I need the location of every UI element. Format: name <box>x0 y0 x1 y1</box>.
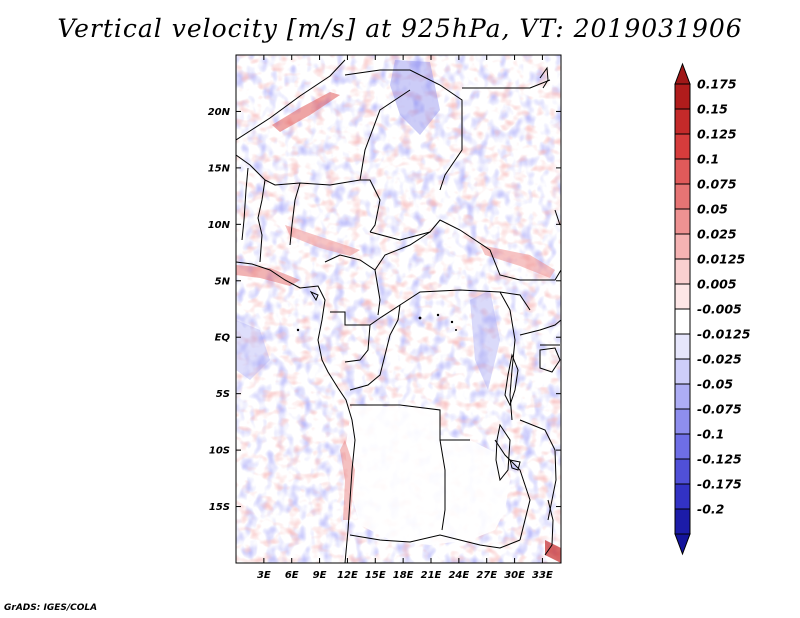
colorbar-swatch <box>674 133 691 160</box>
colorbar-label: -0.025 <box>697 352 742 367</box>
colorbar-label: 0.0125 <box>697 252 746 267</box>
lon-tick-label: 6E <box>285 570 299 581</box>
colorbar-upper-extend <box>674 62 691 85</box>
grads-credit: GrADS: IGES/COLA <box>4 603 98 613</box>
lat-tick-label: 10N <box>208 220 231 231</box>
lat-tick-label: 15S <box>209 502 230 513</box>
lat-tick-label: 20N <box>208 107 231 118</box>
lat-tick-label: 15N <box>208 163 231 174</box>
colorbar-label: 0.05 <box>697 202 728 217</box>
map-title: Vertical velocity [m/s] at 925hPa, VT: 2… <box>57 14 743 43</box>
colorbar-label: 0.15 <box>697 102 728 117</box>
islands <box>296 313 457 332</box>
colorbar-swatch <box>674 233 691 260</box>
vertical-velocity-field <box>236 55 561 563</box>
colorbar-label: 0.025 <box>697 227 737 242</box>
colorbar-swatch <box>674 508 691 535</box>
colorbar-swatch <box>674 483 691 510</box>
lon-tick-label: 18E <box>393 570 414 581</box>
colorbar-lower-extend <box>674 533 691 556</box>
colorbar: 0.175 0.15 0.125 0.1 0.075 0.05 0.025 0.0125 0.0… <box>674 62 751 556</box>
colorbar-label: -0.2 <box>697 502 724 517</box>
colorbar-label: -0.075 <box>697 402 742 417</box>
colorbar-swatch <box>674 383 691 410</box>
colorbar-label: -0.05 <box>697 377 733 392</box>
lon-tick-label: 30E <box>504 570 525 581</box>
lon-tick-label: 9E <box>313 570 327 581</box>
longitude-axis: 3E 6E 9E 12E 15E 18E 21E 24E 27E 30E 33E <box>257 55 553 581</box>
lat-tick-label: 5S <box>216 389 230 400</box>
lat-tick-label: EQ <box>215 333 231 344</box>
colorbar-label: 0.1 <box>697 152 719 167</box>
colorbar-label: -0.1 <box>697 427 724 442</box>
colorbar-swatch <box>674 158 691 185</box>
colorbar-swatch <box>674 433 691 460</box>
lat-tick-label: 5N <box>215 276 231 287</box>
colorbar-label: 0.175 <box>697 77 737 92</box>
colorbar-swatch <box>674 108 691 135</box>
lon-tick-label: 12E <box>337 570 358 581</box>
lon-tick-label: 15E <box>365 570 386 581</box>
colorbar-swatch <box>674 258 691 285</box>
plot-frame <box>235 54 562 564</box>
colorbar-swatch <box>674 183 691 210</box>
colorbar-swatch <box>674 208 691 235</box>
colorbar-swatch <box>674 408 691 435</box>
colorbar-swatch <box>674 333 691 360</box>
colorbar-swatch <box>674 308 691 335</box>
colorbar-swatch <box>674 283 691 310</box>
colorbar-label: -0.005 <box>697 302 742 317</box>
colorbar-label: 0.125 <box>697 127 737 142</box>
lon-tick-label: 3E <box>257 570 271 581</box>
colorbar-swatch <box>674 358 691 385</box>
colorbar-label: -0.125 <box>697 452 742 467</box>
lat-tick-label: 10S <box>209 446 230 457</box>
latitude-axis: 20N 15N 10N 5N EQ 5S 10S 15S <box>208 107 561 513</box>
country-borders <box>236 59 561 563</box>
colorbar-label: 0.005 <box>697 277 737 292</box>
lon-tick-label: 21E <box>421 570 442 581</box>
colorbar-swatch <box>674 83 691 110</box>
colorbar-swatch <box>674 458 691 485</box>
lon-tick-label: 27E <box>476 570 497 581</box>
colorbar-label: -0.0125 <box>697 327 751 342</box>
colorbar-label: -0.175 <box>697 477 742 492</box>
lon-tick-label: 33E <box>532 570 553 581</box>
lon-tick-label: 24E <box>448 570 469 581</box>
colorbar-label: 0.075 <box>697 177 737 192</box>
